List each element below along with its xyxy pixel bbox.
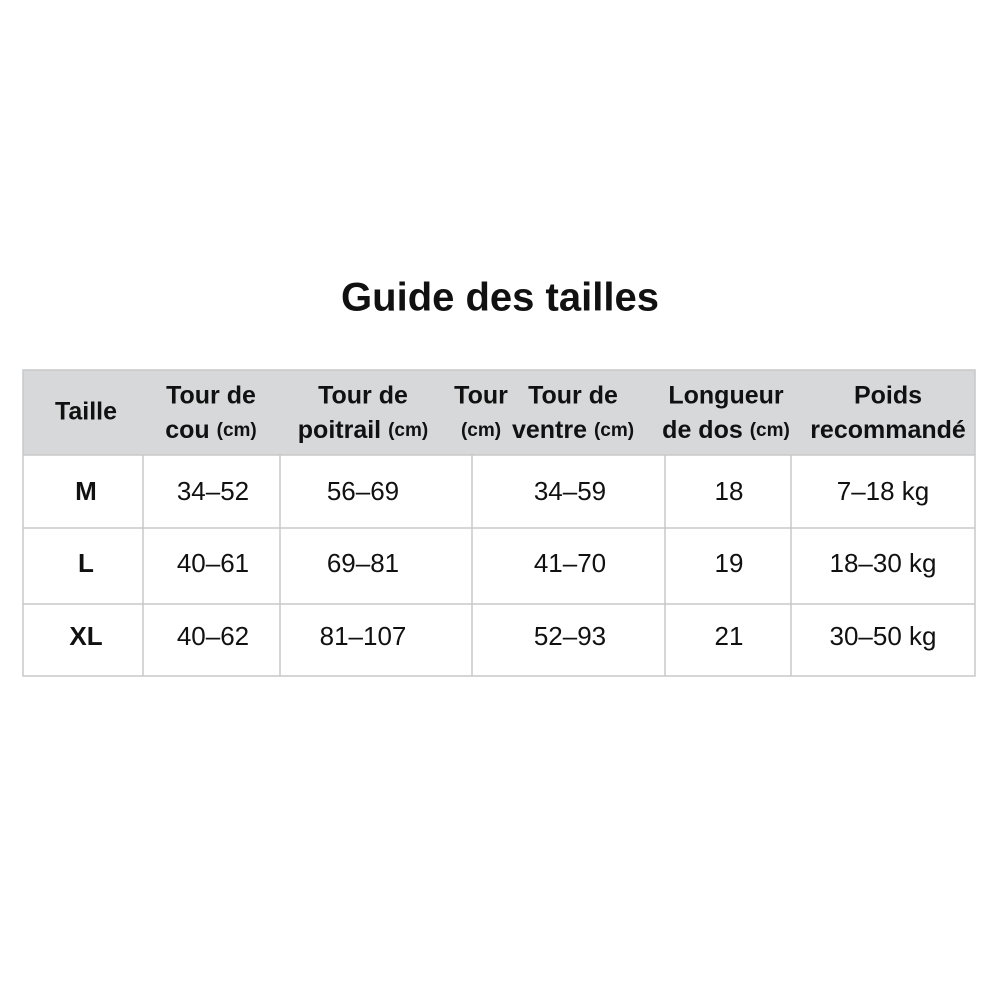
header-label: Tour de — [166, 382, 256, 410]
header-label: recommandé — [810, 416, 966, 444]
header-label: (cm) — [461, 420, 501, 441]
cell-value: 56–69 — [327, 476, 399, 506]
header-label: ventre (cm) — [512, 416, 634, 444]
cell-value: 19 — [715, 548, 744, 578]
header-label: recommandé — [810, 416, 966, 444]
cell-value: 81–107 — [320, 621, 407, 651]
header-label: poitrail (cm) — [298, 416, 428, 444]
header-label: poitrail — [298, 416, 381, 444]
cell-value: 41–70 — [534, 548, 606, 578]
header-label: Tour de — [528, 382, 618, 410]
header-unit: (cm) — [461, 420, 501, 441]
header-label: ventre — [512, 416, 587, 444]
cell-value: 34–52 — [177, 476, 249, 506]
cell-value: 30–50 kg — [830, 621, 937, 651]
header-label: Tour de — [318, 382, 408, 410]
header-unit: (cm) — [388, 420, 428, 441]
cell-value: 69–81 — [327, 548, 399, 578]
header-label: Poids — [854, 382, 922, 410]
size-label: L — [78, 548, 94, 578]
table-border — [22, 369, 976, 677]
header-unit: (cm) — [217, 420, 257, 441]
header-background — [23, 370, 975, 455]
cell-value: 18 — [715, 476, 744, 506]
cell-value: 52–93 — [534, 621, 606, 651]
cell-value: 40–61 — [177, 548, 249, 578]
header-unit: (cm) — [750, 420, 790, 441]
cell-value: 21 — [715, 621, 744, 651]
header-label: de dos (cm) — [662, 416, 790, 444]
header-unit: (cm) — [594, 420, 634, 441]
title: Guide des tailles — [341, 276, 659, 320]
header-label: Taille — [55, 398, 117, 426]
header-label: cou — [165, 416, 209, 444]
cell-value: 34–59 — [534, 476, 606, 506]
header-label: Tour — [454, 382, 508, 410]
cell-value: 40–62 — [177, 621, 249, 651]
cell-value: 18–30 kg — [830, 548, 937, 578]
cell-value: 7–18 kg — [837, 476, 930, 506]
header-label: cou (cm) — [165, 416, 257, 444]
size-label: M — [75, 476, 97, 506]
size-label: XL — [69, 621, 102, 651]
header-label: Longueur — [668, 382, 784, 410]
header-label: de dos — [662, 416, 743, 444]
